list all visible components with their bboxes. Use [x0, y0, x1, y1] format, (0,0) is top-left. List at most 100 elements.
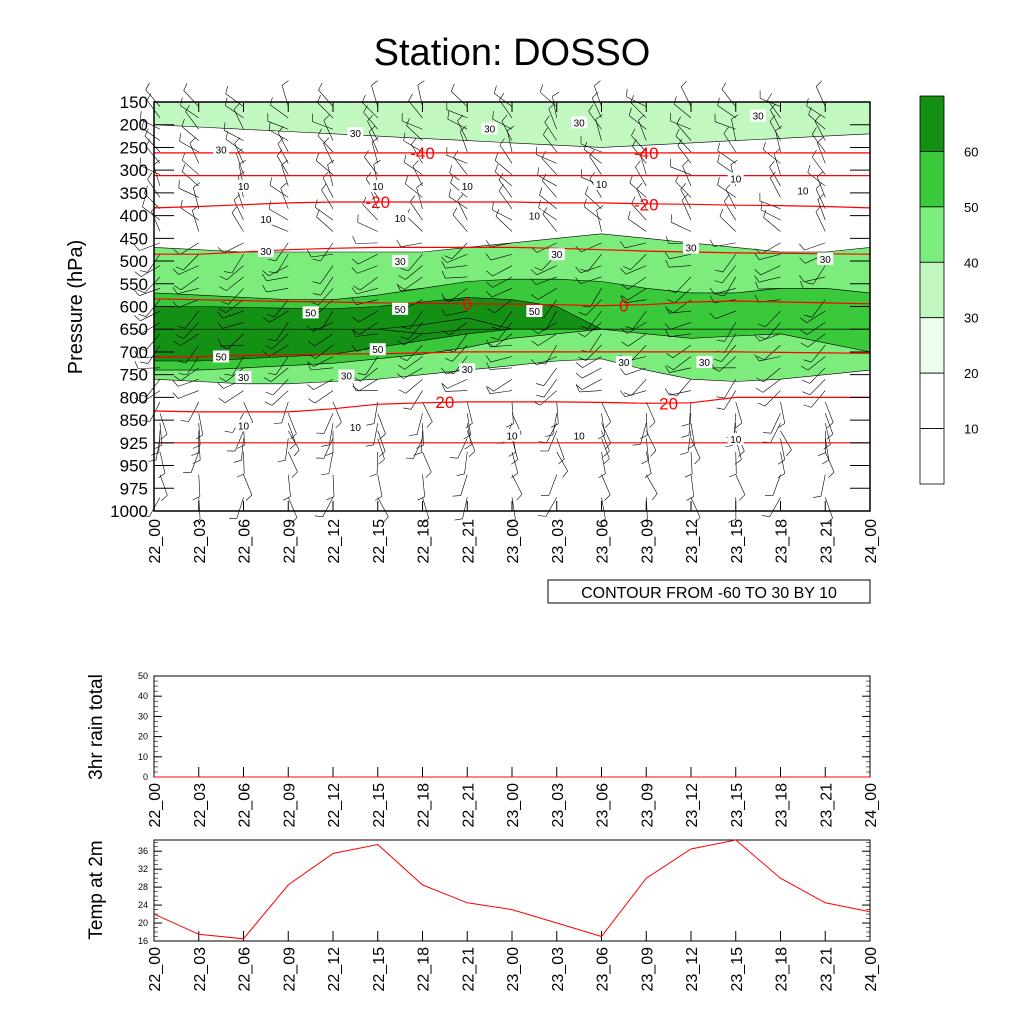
- wind-barb-feather: [620, 390, 626, 397]
- wind-barb-feather: [312, 258, 321, 262]
- wind-barb-shaft: [362, 203, 378, 221]
- wind-barb-feather: [262, 284, 267, 293]
- wind-barb-shaft: [141, 127, 161, 141]
- wind-barb-shaft: [542, 180, 557, 198]
- wind-barb-feather: [487, 308, 495, 314]
- wind-barb-feather: [219, 377, 227, 382]
- wind-barb-shaft: [804, 242, 826, 251]
- wind-barb-feather: [719, 208, 724, 217]
- wind-barb-shaft: [225, 390, 244, 403]
- wind-barb-shaft: [548, 430, 558, 452]
- wind-barb-feather: [623, 266, 631, 270]
- rh-contour-label: 10: [730, 174, 742, 185]
- wind-barb-shaft: [137, 356, 161, 359]
- wind-barb-shaft: [490, 242, 513, 248]
- wind-barb-shaft: [225, 105, 244, 119]
- contour-label-bg: [392, 255, 409, 268]
- wind-barb-shaft: [409, 310, 423, 330]
- wind-barb-shaft: [714, 121, 736, 130]
- wind-barb-feather: [530, 269, 538, 276]
- wind-barb-shaft: [159, 474, 168, 496]
- wind-barb-shaft: [511, 401, 514, 424]
- wind-barb-feather: [664, 252, 670, 259]
- wind-barb-shaft: [537, 288, 557, 300]
- wind-barb-shaft: [540, 390, 557, 406]
- contour-label-bg: [504, 429, 520, 442]
- figure-title: Station: DOSSO: [374, 32, 651, 74]
- wind-barb-feather: [307, 384, 314, 390]
- wind-barb-feather: [404, 154, 407, 163]
- pressure-tick-label: 800: [120, 388, 148, 407]
- wind-barb-shaft: [311, 367, 334, 371]
- contour-label-bg: [481, 122, 498, 135]
- wind-barb-shaft: [178, 390, 199, 399]
- wind-barb-shaft: [180, 105, 199, 119]
- wind-barb-shaft: [413, 438, 423, 459]
- wind-barb-feather: [314, 515, 323, 518]
- wind-barb-feather: [486, 386, 491, 394]
- wind-barb-feather: [713, 358, 722, 362]
- wind-barb-shaft: [589, 333, 602, 353]
- temp-contour-label: 20: [435, 393, 454, 412]
- wind-barb-feather: [441, 308, 446, 316]
- wind-barb-shaft: [688, 413, 692, 436]
- wind-barb-feather: [808, 107, 812, 115]
- wind-barb-feather: [371, 137, 379, 143]
- wind-barb-feather: [681, 194, 688, 201]
- wind-barb-shaft: [645, 430, 657, 451]
- time-ticks: 22_00 22_03 22_06 22_09 22_12 22_15 22_18 22_21…: [147, 102, 880, 564]
- wind-barb-shaft: [511, 451, 519, 474]
- contour-label-bg: [750, 109, 767, 122]
- wind-barb-feather: [721, 82, 727, 90]
- wind-barb-feather: [542, 207, 548, 215]
- wind-barb-shaft: [807, 172, 826, 187]
- wind-barb-feather: [307, 362, 312, 371]
- contour-label-bg: [213, 143, 230, 156]
- wind-barb-feather: [368, 125, 376, 132]
- wind-barb-shaft: [537, 322, 557, 334]
- wind-barb-feather: [664, 365, 670, 373]
- time-tick-label: 23_18: [774, 783, 791, 828]
- wind-barb-feather: [363, 105, 368, 113]
- wind-barb-feather: [486, 281, 493, 288]
- wind-barb-feather: [800, 365, 809, 371]
- wind-barb-feather: [265, 391, 274, 396]
- wind-barb-shaft: [268, 265, 289, 277]
- time-tick-label: 22_12: [326, 947, 343, 992]
- rh-contour-label: 30: [238, 373, 250, 384]
- wind-barb-feather: [140, 111, 142, 120]
- wind-barb-feather: [754, 253, 760, 260]
- wind-barb-shaft: [317, 135, 334, 153]
- wind-barb-feather: [321, 183, 327, 191]
- wind-barb-shaft: [198, 423, 201, 446]
- wind-barb-shaft: [450, 182, 468, 198]
- wind-barb-shaft: [495, 160, 513, 175]
- wind-barb-shaft: [824, 401, 834, 423]
- y-tick-label: 20: [138, 918, 148, 928]
- wind-barb-feather: [441, 382, 448, 389]
- wind-barb-shaft: [499, 310, 513, 330]
- wind-barb-shaft: [639, 153, 647, 175]
- wind-barb-feather: [756, 377, 764, 383]
- wind-barb-feather: [738, 450, 745, 457]
- wind-barb-feather: [485, 355, 491, 363]
- pressure-tick-label: 300: [120, 161, 148, 180]
- wind-barb-shaft: [417, 85, 423, 107]
- wind-barb-feather: [456, 473, 465, 476]
- wind-barb-shaft: [669, 333, 692, 338]
- wind-barb-feather: [716, 339, 725, 342]
- wind-barb-shaft: [765, 310, 781, 328]
- wind-barb-shaft: [225, 138, 244, 153]
- wind-barb-feather: [754, 334, 761, 342]
- contour-label-bg: [302, 306, 319, 319]
- wind-barb-shaft: [269, 208, 289, 221]
- wind-barb-feather: [281, 80, 289, 86]
- wind-barb-feather: [827, 422, 834, 429]
- wind-barb-feather: [352, 316, 359, 323]
- wind-barb-shaft: [270, 367, 289, 382]
- wind-barb-shaft: [721, 89, 736, 107]
- wind-barb-feather: [426, 421, 433, 428]
- wind-barb-shaft: [770, 177, 781, 198]
- wind-barb-feather: [717, 177, 720, 186]
- wind-barb-feather: [596, 205, 604, 211]
